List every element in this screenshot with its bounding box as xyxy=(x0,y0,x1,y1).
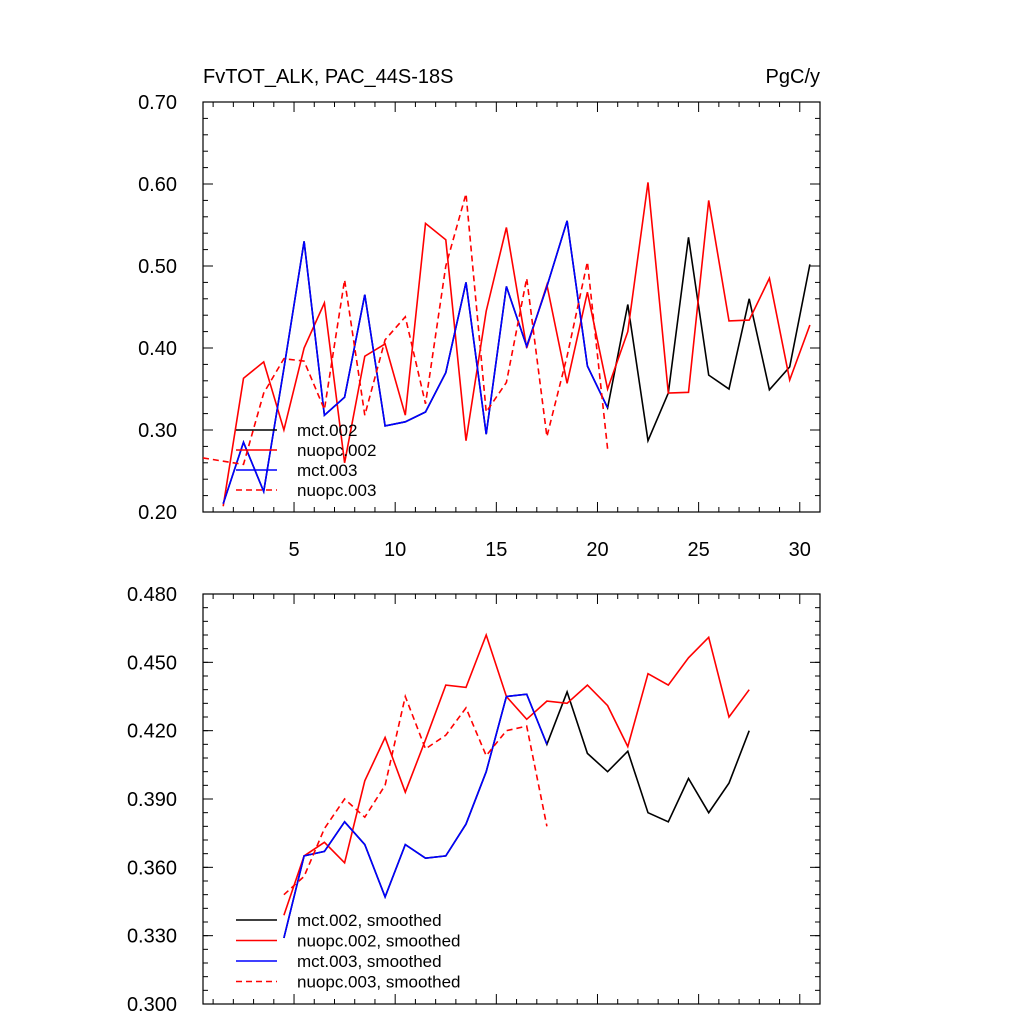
plot-frame xyxy=(202,593,821,1005)
legend-label: nuopc.003 xyxy=(297,481,376,500)
y-tick-label: 0.330 xyxy=(127,926,177,948)
y-tick-label: 0.40 xyxy=(138,338,177,360)
legend-label: mct.003 xyxy=(297,461,357,480)
series-line xyxy=(222,220,609,505)
y-tick-label: 0.30 xyxy=(138,420,177,442)
chart-units: PgC/y xyxy=(766,66,820,88)
top-panel: 5 10 15 20 25 30 0.20 0.30 0.40 0.50 0.60 0.70 mct.0… xyxy=(138,92,821,561)
legend-label: nuopc.002 xyxy=(297,441,376,460)
y-tick-label: 0.300 xyxy=(127,994,177,1016)
y-tick-label: 0.60 xyxy=(138,174,177,196)
legend-label: mct.002, smoothed xyxy=(297,911,442,930)
series-line xyxy=(222,182,811,507)
y-tick-label: 0.360 xyxy=(127,857,177,879)
y-tick-label: 0.450 xyxy=(127,652,177,674)
legend-label: mct.002 xyxy=(297,421,357,440)
chart-title: FvTOT_ALK, PAC_44S-18S xyxy=(203,66,453,88)
y-tick-label: 0.480 xyxy=(127,584,177,606)
series-line xyxy=(283,632,750,916)
y-tick-label: 0.70 xyxy=(138,92,177,114)
legend-label: mct.003, smoothed xyxy=(297,952,442,971)
x-tick-label: 25 xyxy=(687,539,709,561)
y-tick-label: 0.50 xyxy=(138,256,177,278)
legend-label: nuopc.003, smoothed xyxy=(297,973,461,992)
legend-label: nuopc.002, smoothed xyxy=(297,932,461,951)
plot-frame xyxy=(202,101,821,513)
y-tick-label: 0.420 xyxy=(127,721,177,743)
bottom-panel: 0.300 0.330 0.360 0.390 0.420 0.450 0.480 mct.0… xyxy=(127,584,821,1016)
x-tick-label: 10 xyxy=(384,539,406,561)
series-line xyxy=(283,693,548,896)
x-tick-label: 30 xyxy=(789,539,811,561)
x-tick-label: 5 xyxy=(288,539,299,561)
y-tick-label: 0.390 xyxy=(127,789,177,811)
x-tick-label: 15 xyxy=(485,539,507,561)
x-tick-label: 20 xyxy=(586,539,608,561)
y-tick-label: 0.20 xyxy=(138,502,177,524)
series-line xyxy=(283,693,548,939)
series-line xyxy=(202,193,609,466)
